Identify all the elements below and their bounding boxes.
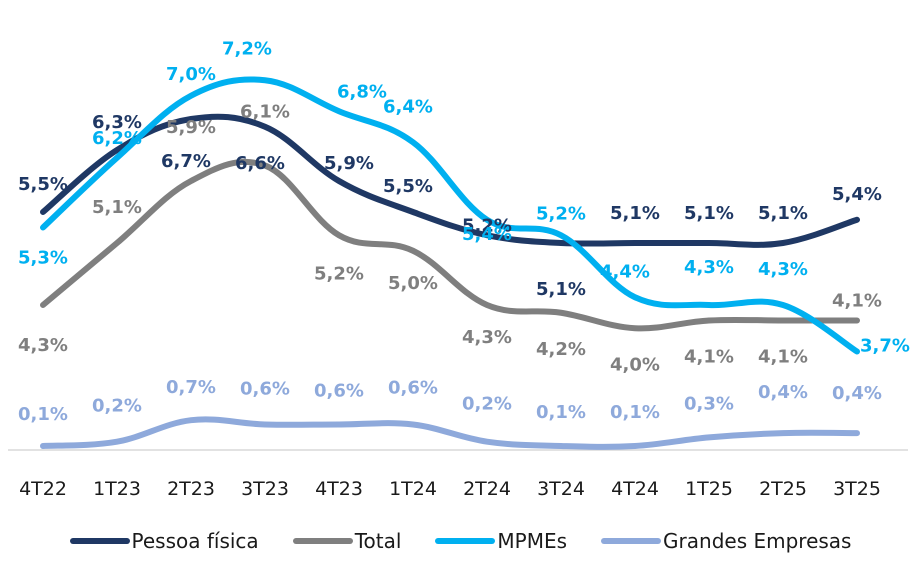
legend-item-pessoa-fisica[interactable]: Pessoa física <box>69 529 259 553</box>
legend-label: Pessoa física <box>131 529 259 553</box>
data-label-total: 5,1% <box>92 197 142 218</box>
data-label-mpmes: 5,4% <box>462 224 512 245</box>
data-label-grandes-empresas: 0,1% <box>536 402 586 423</box>
data-label-grandes-empresas: 0,6% <box>314 381 364 402</box>
data-label-total: 4,1% <box>684 347 734 368</box>
series-line-total <box>40 158 860 332</box>
data-label-mpmes: 4,4% <box>600 261 650 282</box>
data-label-total: 5,2% <box>314 263 364 284</box>
data-label-grandes-empresas: 0,2% <box>92 396 142 417</box>
data-label-pessoa-fisica: 5,1% <box>758 203 808 224</box>
legend-swatch-total <box>292 538 353 544</box>
data-label-pessoa-fisica: 5,5% <box>383 176 433 197</box>
x-tick-label: 2T23 <box>167 478 215 500</box>
line-chart: 5,5% 6,3% 6,7% 6,6% 5,9% 5,5% 5,2% 5,1% 5,1% 5,1%… <box>8 38 910 500</box>
data-label-pessoa-fisica: 5,5% <box>18 174 68 195</box>
x-tick-label: 4T24 <box>611 478 659 500</box>
legend-swatch-pessoa-fisica <box>69 538 130 544</box>
data-label-pessoa-fisica: 5,1% <box>610 203 660 224</box>
x-tick-label: 3T23 <box>241 478 289 500</box>
data-label-grandes-empresas: 0,2% <box>462 394 512 415</box>
legend-label: MPMEs <box>497 529 568 553</box>
data-label-pessoa-fisica: 5,4% <box>832 184 882 205</box>
data-label-grandes-empresas: 0,6% <box>388 378 438 399</box>
data-label-pessoa-fisica: 5,1% <box>536 279 586 300</box>
data-label-mpmes: 3,7% <box>860 336 910 357</box>
x-tick-label: 1T24 <box>389 478 437 500</box>
x-tick-label: 3T25 <box>833 478 881 500</box>
data-label-grandes-empresas: 0,7% <box>166 377 216 398</box>
data-label-total: 4,1% <box>758 347 808 368</box>
x-tick-label: 2T25 <box>759 478 807 500</box>
data-label-total: 4,0% <box>610 354 660 375</box>
legend-item-mpmes[interactable]: MPMEs <box>435 529 567 553</box>
data-label-pessoa-fisica: 5,1% <box>684 203 734 224</box>
x-tick-label: 1T23 <box>93 478 141 500</box>
data-label-mpmes: 7,2% <box>222 38 272 59</box>
data-label-mpmes: 7,0% <box>166 64 216 85</box>
x-tick-label: 1T25 <box>685 478 733 500</box>
x-tick-label: 3T24 <box>537 478 585 500</box>
data-label-grandes-empresas: 0,3% <box>684 393 734 414</box>
series-line-pessoa-fisica <box>40 113 860 248</box>
data-label-grandes-empresas: 0,4% <box>758 382 808 403</box>
data-label-pessoa-fisica: 5,2% <box>462 215 512 236</box>
x-tick-labels: 4T22 1T23 2T23 3T23 4T23 1T24 2T24 3T24 4T24 1T25… <box>19 478 881 500</box>
data-label-grandes-empresas: 0,4% <box>832 383 882 404</box>
legend-swatch-grandes-empresas <box>601 538 662 544</box>
data-label-mpmes: 6,8% <box>337 81 387 102</box>
data-label-mpmes: 4,3% <box>758 259 808 280</box>
data-label-total: 4,3% <box>462 327 512 348</box>
legend-item-grandes-empresas[interactable]: Grandes Empresas <box>601 529 851 553</box>
data-label-pessoa-fisica: 6,6% <box>235 153 285 174</box>
x-tick-label: 4T23 <box>315 478 363 500</box>
data-label-total: 4,3% <box>18 335 68 356</box>
data-label-pessoa-fisica: 5,9% <box>324 153 374 174</box>
data-label-mpmes: 6,4% <box>383 96 433 117</box>
data-label-total: 5,0% <box>388 273 438 294</box>
data-label-grandes-empresas: 0,1% <box>18 404 68 425</box>
data-labels-layer: 5,5% 6,3% 6,7% 6,6% 5,9% 5,5% 5,2% 5,1% 5,1% 5,1%… <box>18 38 910 425</box>
series-line-mpmes <box>40 76 860 355</box>
data-label-grandes-empresas: 0,1% <box>610 402 660 423</box>
series-layer <box>40 76 860 450</box>
data-label-mpmes: 6,2% <box>92 128 142 149</box>
data-label-pessoa-fisica: 6,3% <box>92 112 142 133</box>
data-label-mpmes: 5,2% <box>536 203 586 224</box>
legend-label: Total <box>354 529 402 553</box>
data-label-grandes-empresas: 0,6% <box>240 379 290 400</box>
legend: Pessoa física Total MPMEs Grandes Empres… <box>0 526 921 556</box>
legend-label: Grandes Empresas <box>663 529 852 553</box>
data-label-pessoa-fisica: 6,7% <box>161 151 211 172</box>
series-line-grandes-empresas <box>40 416 860 450</box>
data-label-total: 5,9% <box>166 117 216 138</box>
data-label-total: 4,1% <box>832 291 882 312</box>
data-label-total: 6,1% <box>240 102 290 123</box>
data-label-total: 4,2% <box>536 339 586 360</box>
x-tick-label: 2T24 <box>463 478 511 500</box>
data-label-mpmes: 4,3% <box>684 257 734 278</box>
data-label-mpmes: 5,3% <box>18 248 68 269</box>
x-tick-label: 4T22 <box>19 478 67 500</box>
legend-item-total[interactable]: Total <box>292 529 402 553</box>
legend-swatch-mpmes <box>435 538 496 544</box>
